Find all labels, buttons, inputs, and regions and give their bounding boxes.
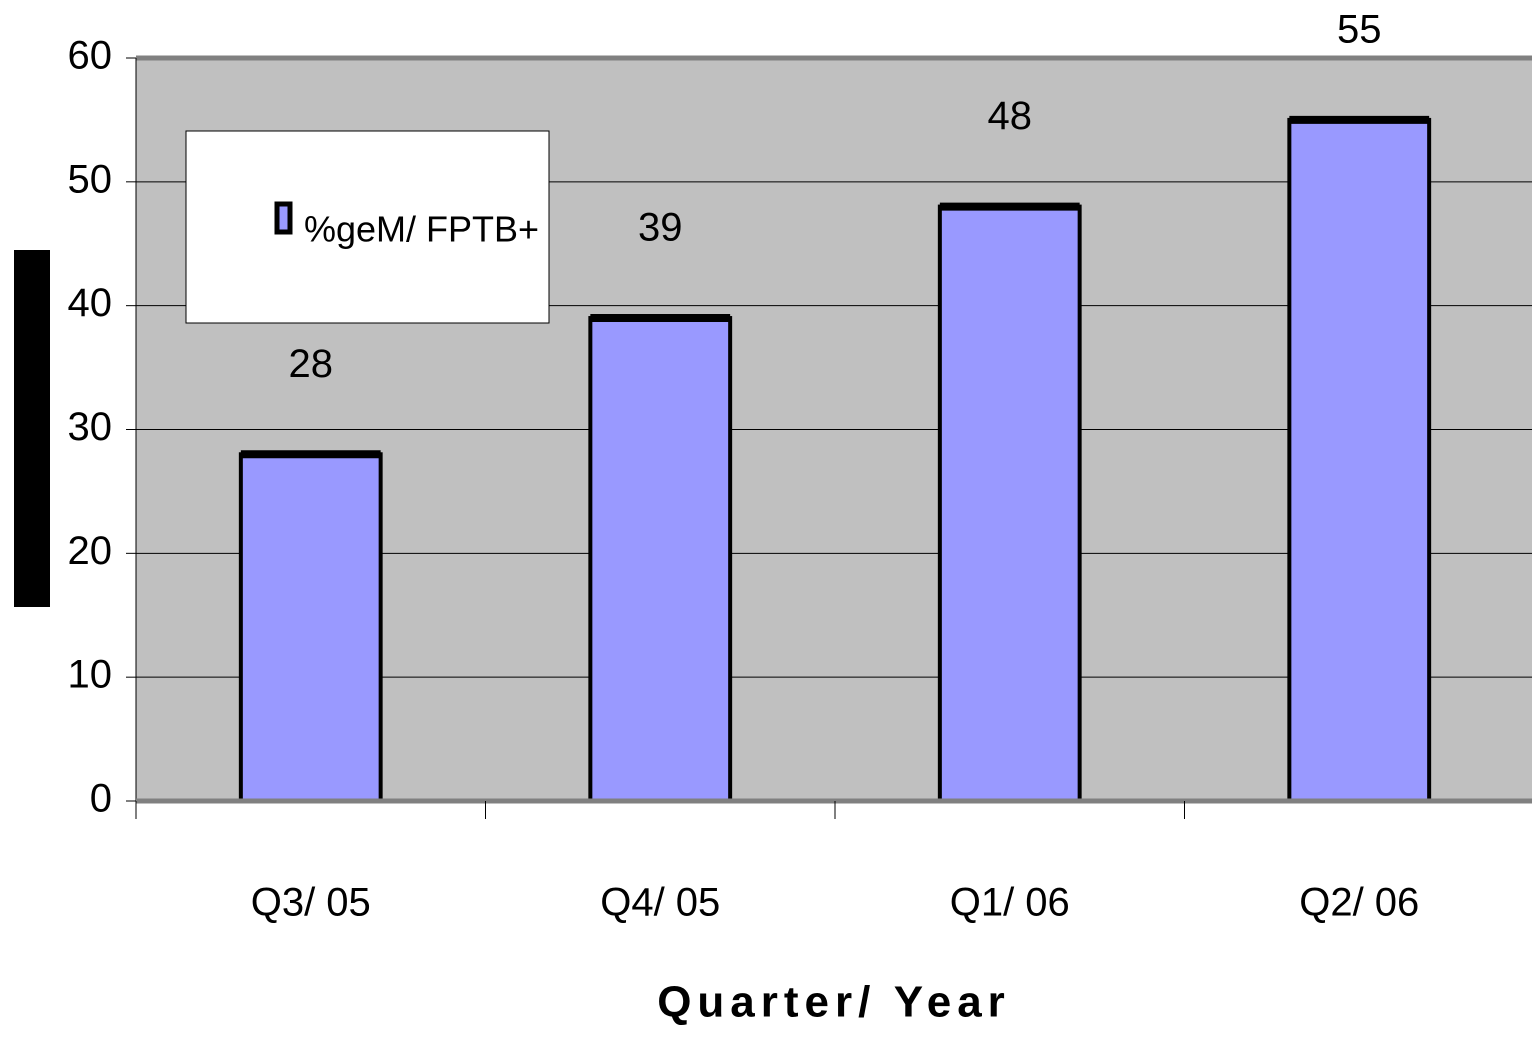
legend-box xyxy=(185,130,550,324)
x-axis-title: Quarter/ Year xyxy=(657,978,1011,1027)
y-tick-label: 10 xyxy=(68,653,113,697)
x-tick-label: Q2/ 06 xyxy=(1299,881,1419,925)
y-tick-label: 50 xyxy=(68,157,113,201)
marks xyxy=(238,115,1432,804)
bar xyxy=(1287,117,1432,803)
x-tick-label: Q1/ 06 xyxy=(950,881,1070,925)
y-tick-label: 0 xyxy=(90,777,112,821)
value-label: 48 xyxy=(988,94,1033,138)
legend-swatch xyxy=(274,201,293,235)
value-label: 28 xyxy=(289,342,334,386)
value-label: 39 xyxy=(638,206,683,250)
bar xyxy=(588,316,733,803)
value-label: 55 xyxy=(1337,7,1382,51)
bar xyxy=(238,452,383,803)
y-tick-label: 20 xyxy=(68,529,113,573)
y-tick-label: 60 xyxy=(68,34,113,78)
legend-label: %geM/ FPTB+ xyxy=(304,209,539,250)
x-tick-label: Q4/ 05 xyxy=(600,881,720,925)
bar xyxy=(937,204,1082,804)
y-axis-title-block xyxy=(14,250,50,607)
y-tick-label: 30 xyxy=(68,405,113,449)
y-tick-label: 40 xyxy=(68,281,113,325)
x-tick-label: Q3/ 05 xyxy=(251,881,371,925)
